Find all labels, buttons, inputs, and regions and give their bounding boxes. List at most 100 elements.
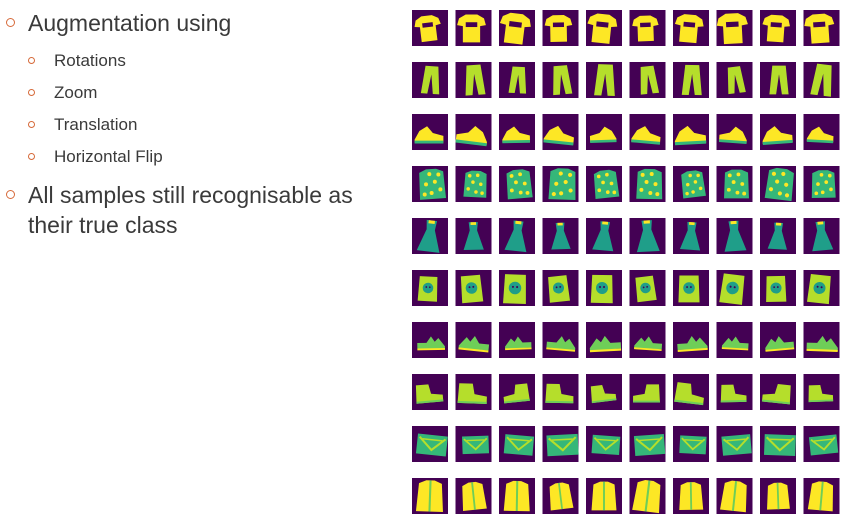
- augmented-sample-shirt-icon: [716, 478, 753, 514]
- augmented-sample-ankle-boot-icon: [629, 374, 666, 410]
- augmented-sample-shirt-icon: [629, 478, 666, 514]
- augmented-sample-sandal-icon: [455, 322, 492, 358]
- augmented-sample-dress-icon: [673, 218, 709, 254]
- augmented-sample-trouser-icon: [673, 62, 709, 98]
- augmented-sample-shirt-icon: [412, 478, 448, 514]
- augmented-sample-tshirt-icon: [542, 10, 579, 46]
- augmented-sample-trouser-icon: [455, 62, 492, 98]
- sub-bullet-marker-icon: [28, 89, 35, 96]
- augmented-sample-dress-icon: [455, 218, 492, 254]
- sub-bullet-text: Horizontal Flip: [54, 147, 163, 166]
- augmented-sample-trouser-icon: [760, 62, 796, 98]
- augmented-sample-dress-icon: [412, 218, 448, 254]
- sub-bullet-translation: Translation: [28, 109, 401, 141]
- sub-bullet-rotations: Rotations: [28, 45, 401, 77]
- augmented-sample-tshirt-icon: [499, 10, 535, 46]
- augmented-sample-tshirt-icon: [455, 10, 492, 46]
- augmented-sample-sneaker-icon: [586, 114, 622, 150]
- augmented-sample-sandal-icon: [673, 322, 709, 358]
- augmented-sample-shirt-icon: [760, 478, 796, 514]
- augmented-sample-tshirt-icon: [629, 10, 666, 46]
- augmented-sample-printed-tshirt-icon: [499, 270, 535, 306]
- augmented-sample-bag-icon: [716, 426, 753, 462]
- augmented-sample-patterned-top-icon: [499, 166, 535, 202]
- augmented-sample-dress-icon: [760, 218, 796, 254]
- augmented-sample-bag-icon: [760, 426, 796, 462]
- sub-bullet-horizontal-flip: Horizontal Flip: [28, 141, 401, 173]
- augmented-sample-sneaker-icon: [499, 114, 535, 150]
- augmented-sample-sneaker-icon: [455, 114, 492, 150]
- augmented-sample-tshirt-icon: [673, 10, 709, 46]
- augmented-sample-sandal-icon: [803, 322, 840, 358]
- sub-bullet-text: Zoom: [54, 83, 98, 102]
- augmented-sample-trouser-icon: [629, 62, 666, 98]
- augmented-sample-ankle-boot-icon: [716, 374, 753, 410]
- augmented-sample-patterned-top-icon: [586, 166, 622, 202]
- augmented-sample-trouser-icon: [499, 62, 535, 98]
- augmented-sample-dress-icon: [542, 218, 579, 254]
- augmented-samples-image: [412, 10, 840, 514]
- augmented-sample-tshirt-icon: [586, 10, 622, 46]
- augmented-sample-patterned-top-icon: [629, 166, 666, 202]
- augmented-sample-bag-icon: [455, 426, 492, 462]
- augmented-sample-sandal-icon: [760, 322, 796, 358]
- augmented-sample-shirt-icon: [586, 478, 622, 514]
- augmented-sample-dress-icon: [803, 218, 840, 254]
- augmented-sample-tshirt-icon: [412, 10, 448, 46]
- augmented-sample-bag-icon: [499, 426, 535, 462]
- augmented-sample-trouser-icon: [412, 62, 448, 98]
- augmented-sample-bag-icon: [586, 426, 622, 462]
- sub-bullet-marker-icon: [28, 57, 35, 64]
- augmented-sample-ankle-boot-icon: [586, 374, 622, 410]
- augmented-sample-patterned-top-icon: [803, 166, 840, 202]
- augmented-sample-sandal-icon: [412, 322, 448, 358]
- augmented-sample-printed-tshirt-icon: [455, 270, 492, 306]
- augmented-sample-patterned-top-icon: [716, 166, 753, 202]
- augmented-sample-trouser-icon: [716, 62, 753, 98]
- augmented-sample-shirt-icon: [803, 478, 840, 514]
- augmented-sample-trouser-icon: [542, 62, 579, 98]
- augmented-sample-printed-tshirt-icon: [629, 270, 666, 306]
- augmented-sample-ankle-boot-icon: [499, 374, 535, 410]
- augmented-sample-ankle-boot-icon: [455, 374, 492, 410]
- sub-bullet-zoom: Zoom: [28, 77, 401, 109]
- augmented-sample-patterned-top-icon: [542, 166, 579, 202]
- bullet-augmentation: Augmentation using Rotations Zoom Transl…: [6, 8, 401, 173]
- bullet-list: Augmentation using Rotations Zoom Transl…: [6, 8, 401, 247]
- augmented-sample-sandal-icon: [629, 322, 666, 358]
- bullet-recognisable: All samples still recognisable as their …: [6, 180, 401, 240]
- bullet-text: Augmentation using: [28, 10, 232, 36]
- augmented-sample-sneaker-icon: [542, 114, 579, 150]
- augmented-sample-dress-icon: [586, 218, 622, 254]
- augmented-sample-dress-icon: [499, 218, 535, 254]
- sub-bullet-marker-icon: [28, 121, 35, 128]
- augmented-sample-tshirt-icon: [760, 10, 796, 46]
- augmented-sample-sandal-icon: [716, 322, 753, 358]
- augmented-sample-sandal-icon: [586, 322, 622, 358]
- augmented-sample-printed-tshirt-icon: [760, 270, 796, 306]
- augmented-sample-sneaker-icon: [803, 114, 840, 150]
- augmented-samples-grid: [412, 10, 840, 520]
- augmented-sample-sneaker-icon: [629, 114, 666, 150]
- augmented-sample-trouser-icon: [803, 62, 840, 98]
- augmented-sample-printed-tshirt-icon: [673, 270, 709, 306]
- augmented-sample-shirt-icon: [499, 478, 535, 514]
- augmented-sample-shirt-icon: [455, 478, 492, 514]
- augmented-sample-printed-tshirt-icon: [716, 270, 753, 306]
- sub-bullet-list: Rotations Zoom Translation Horizontal Fl…: [28, 45, 401, 173]
- augmented-sample-patterned-top-icon: [760, 166, 796, 202]
- augmented-sample-sneaker-icon: [716, 114, 753, 150]
- augmented-sample-patterned-top-icon: [412, 166, 448, 202]
- bullet-text: All samples still recognisable as their …: [28, 182, 353, 238]
- augmented-sample-sneaker-icon: [760, 114, 796, 150]
- augmented-sample-bag-icon: [542, 426, 579, 462]
- bullet-marker-icon: [6, 18, 15, 27]
- augmented-sample-bag-icon: [673, 426, 709, 462]
- augmented-sample-printed-tshirt-icon: [542, 270, 579, 306]
- augmented-sample-patterned-top-icon: [673, 166, 709, 202]
- augmented-sample-tshirt-icon: [803, 10, 840, 46]
- augmented-sample-printed-tshirt-icon: [803, 270, 840, 306]
- bullet-marker-icon: [6, 190, 15, 199]
- augmented-sample-shirt-icon: [673, 478, 709, 514]
- augmented-sample-trouser-icon: [586, 62, 622, 98]
